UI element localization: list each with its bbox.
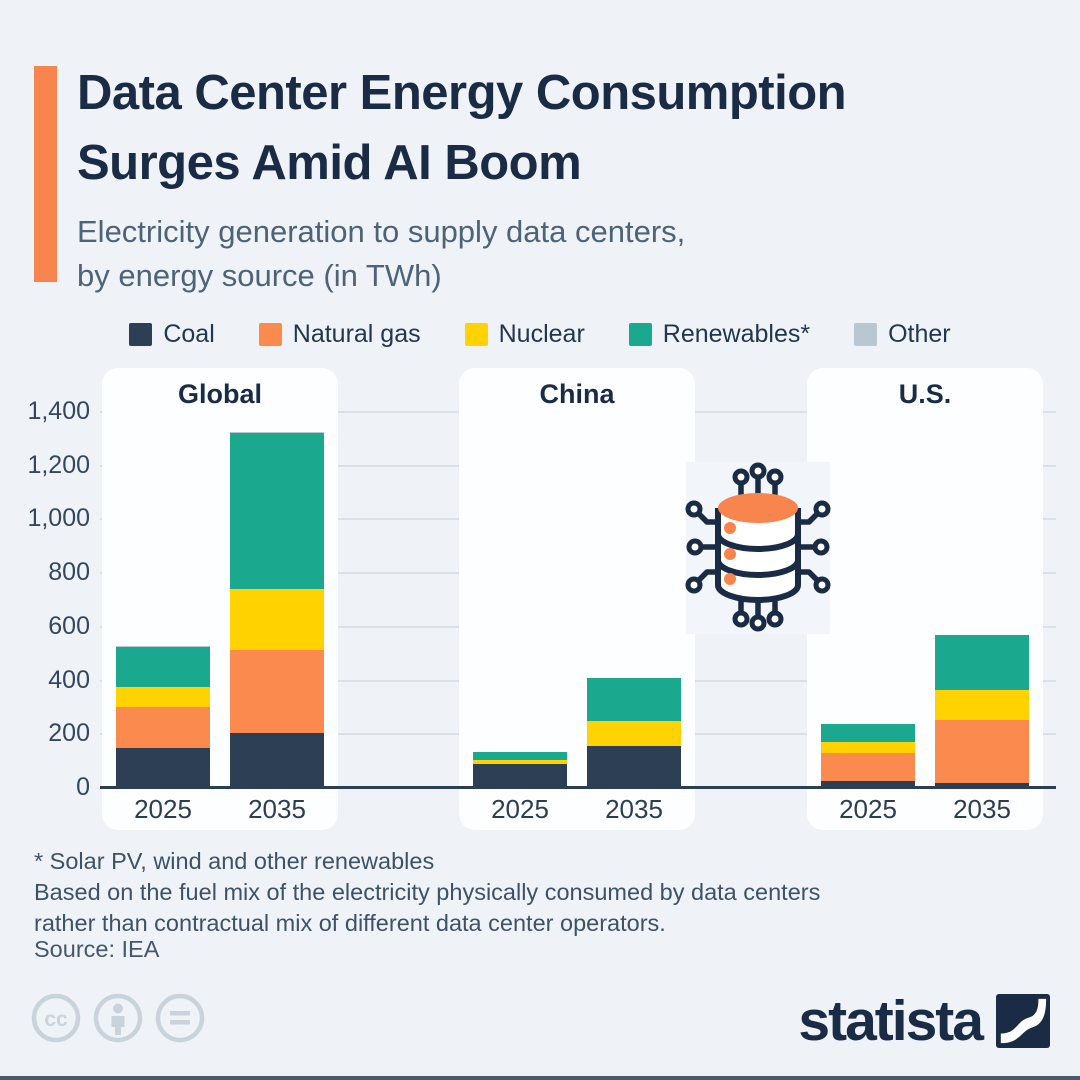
legend-label: Renewables* [662,320,811,348]
svg-text:cc: cc [44,1008,68,1031]
segment-natural-gas [935,719,1029,783]
panel-global: Global 2025 2035 [102,368,338,830]
legend-swatch [628,323,652,346]
legend-item-renewables-: Renewables* [628,320,811,349]
bottom-rule [0,1076,1080,1080]
subtitle-line-1: Electricity generation to supply data ce… [77,214,686,249]
segment-nuclear [230,589,324,650]
x-tick-label: 2025 [839,794,897,824]
segment-coal [473,763,567,788]
data-center-icon [685,462,831,634]
y-tick-label: 0 [76,773,90,801]
bar-china-2025 [473,751,567,788]
statista-logo-icon [996,994,1050,1048]
y-tick-label: 1,000 [27,504,90,533]
segment-nuclear [116,687,210,708]
legend-swatch [854,323,878,346]
panel-title-china: China [539,379,615,409]
statista-wordmark: statista [798,989,984,1053]
segment-renewables- [587,677,681,721]
y-tick-label: 200 [48,719,90,748]
bar-global-2035 [230,432,324,788]
panel-china: China 2025 2035 [459,368,695,830]
segment-coal [116,747,210,788]
x-tick-label: 2035 [953,794,1011,824]
x-tick-label: 2035 [605,794,663,824]
segment-renewables- [116,647,210,688]
x-tick-label: 2025 [134,794,192,824]
y-tick-label: 1,200 [27,450,90,479]
footnote-method-2: rather than contractual mix of different… [34,910,666,936]
no-derivatives-icon [155,993,205,1043]
footnote-method-1: Based on the fuel mix of the electricity… [34,879,821,905]
segment-nuclear [935,690,1029,720]
segment-natural-gas [821,753,915,782]
segment-coal [230,732,324,788]
segment-coal [935,782,1029,788]
bar-china-2035 [587,677,681,788]
legend-swatch [258,323,282,346]
bar-global-2025 [116,645,210,788]
segment-other [116,645,210,648]
y-tick-label: 1,400 [27,397,90,425]
legend-label: Coal [163,320,215,348]
segment-nuclear [821,742,915,754]
segment-coal [821,781,915,788]
segment-other [230,432,324,434]
x-tick-label: 2025 [491,794,549,824]
segment-natural-gas [116,707,210,748]
title-accent-bar [34,66,57,282]
legend-item-nuclear: Nuclear [464,320,585,349]
segment-renewables- [230,433,324,590]
legend-item-natural-gas: Natural gas [258,320,421,349]
source-label: Source: IEA [34,936,160,962]
panel-title-global: Global [177,379,262,409]
page-subtitle: Electricity generation to supply data ce… [77,210,685,298]
title-line-1: Data Center Energy Consumption [77,66,847,120]
x-tick-label: 2035 [248,794,306,824]
statista-branding: statista [798,988,1050,1054]
legend-swatch [129,323,153,346]
y-tick-label: 600 [48,611,90,640]
bar-us-2025 [821,723,915,788]
segment-renewables- [935,634,1029,691]
segment-coal [587,746,681,788]
x-axis-line [100,786,1056,789]
footnote-asterisk: * Solar PV, wind and other renewables [34,848,435,874]
panel-title-us: U.S. [898,379,952,409]
title-line-2: Surges Amid AI Boom [77,136,582,190]
legend-label: Nuclear [498,320,585,348]
chart-legend: Coal Natural gas Nuclear Renewables* Other [0,320,1080,349]
subtitle-line-2: by energy source (in TWh) [77,258,442,293]
footnotes: * Solar PV, wind and other renewables Ba… [34,846,820,939]
legend-label: Other [888,320,951,348]
legend-item-other: Other [854,320,951,349]
cc-icon: cc [31,993,81,1043]
panel-us: U.S. 2025 2035 [807,368,1043,830]
y-tick-label: 400 [48,665,90,694]
bar-us-2035 [935,634,1029,788]
attribution-icon [93,993,143,1043]
segment-natural-gas [230,649,324,733]
y-tick-label: 800 [48,558,90,587]
license-icons: cc [30,992,206,1044]
page-title: Data Center Energy Consumption Surges Am… [77,58,847,198]
legend-item-coal: Coal [129,320,215,349]
segment-nuclear [473,759,567,764]
segment-renewables- [821,723,915,743]
segment-nuclear [587,720,681,747]
legend-swatch [464,323,488,346]
segment-renewables- [473,751,567,760]
legend-label: Natural gas [292,320,421,348]
